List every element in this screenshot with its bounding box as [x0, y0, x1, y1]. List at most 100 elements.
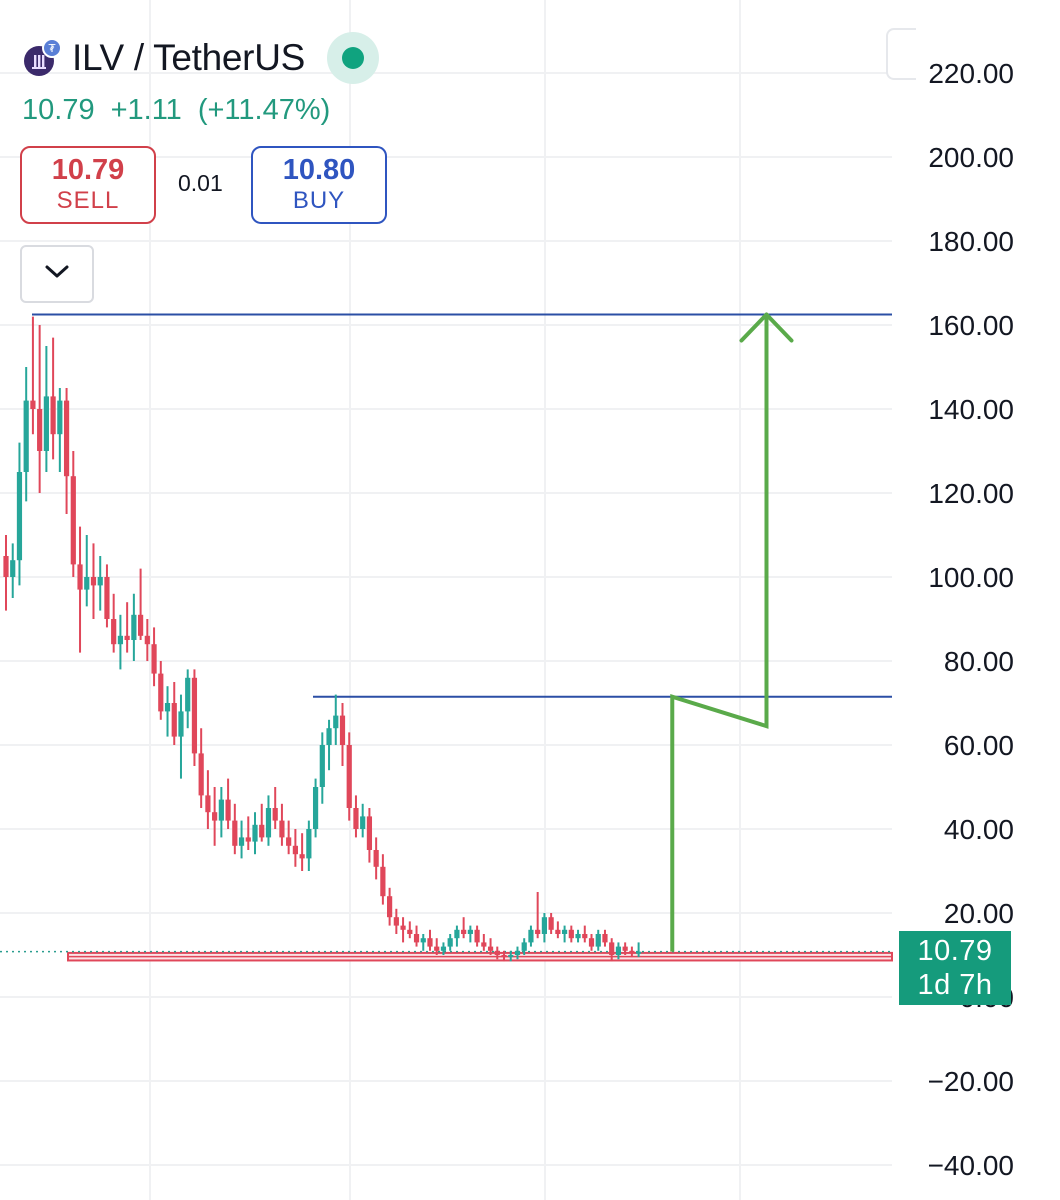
- candle-body: [158, 673, 164, 712]
- candle-body: [602, 934, 608, 943]
- candle: [252, 812, 258, 855]
- symbol-header: ₮ ILV / TetherUS: [20, 32, 379, 84]
- candle: [447, 934, 453, 951]
- candle: [50, 337, 56, 460]
- candle: [427, 929, 433, 951]
- candle-body: [339, 715, 346, 745]
- candle-body: [407, 929, 413, 934]
- candle-body: [306, 829, 312, 859]
- level-layer: [0, 313, 893, 962]
- candle-body: [37, 409, 43, 451]
- candle: [474, 925, 480, 947]
- candle: [212, 787, 218, 846]
- candle-body: [467, 929, 473, 934]
- candle: [144, 619, 150, 661]
- candle: [232, 803, 238, 855]
- candle-body: [97, 577, 103, 586]
- candle-body: [400, 925, 406, 930]
- price-axis-label: 140.00: [928, 394, 1014, 425]
- toggle-details-button[interactable]: [20, 245, 94, 303]
- price-axis-label: 180.00: [928, 226, 1014, 257]
- candle: [561, 925, 568, 943]
- candle-body: [514, 950, 521, 955]
- candle: [312, 778, 319, 838]
- candle-body: [111, 619, 117, 645]
- candle: [104, 564, 110, 628]
- projection-arrow-head: [739, 312, 794, 343]
- candle-body: [292, 845, 298, 855]
- candle: [10, 543, 16, 598]
- candle-body: [90, 577, 97, 586]
- candle: [326, 719, 332, 771]
- candle-body: [588, 938, 595, 947]
- price-axis-label: 60.00: [944, 730, 1014, 761]
- candle-body: [561, 929, 568, 934]
- candle-body: [373, 850, 379, 867]
- candle: [434, 938, 440, 955]
- candle: [602, 929, 608, 947]
- candle: [70, 451, 76, 577]
- candle: [467, 925, 473, 943]
- candle: [548, 913, 554, 934]
- candle-body: [77, 564, 83, 590]
- candle-body: [346, 745, 352, 808]
- candle: [582, 925, 588, 943]
- candle-body: [629, 950, 635, 953]
- sell-button[interactable]: 10.79 SELL: [20, 146, 156, 224]
- candle-body: [185, 677, 191, 712]
- candle-body: [286, 837, 292, 846]
- candle: [481, 934, 487, 951]
- price-axis-label: −20.00: [928, 1066, 1014, 1097]
- candle: [77, 526, 83, 653]
- candle-body: [70, 476, 76, 565]
- candle-body: [218, 799, 224, 821]
- candle: [23, 367, 29, 502]
- candle: [454, 925, 460, 947]
- candle: [440, 942, 447, 955]
- candle: [400, 917, 406, 943]
- candle: [299, 833, 305, 871]
- candle-body: [245, 837, 251, 842]
- candle-body: [440, 946, 447, 951]
- candle: [508, 950, 514, 962]
- sell-label: SELL: [56, 187, 120, 214]
- candle: [151, 627, 157, 687]
- candle-body: [326, 728, 332, 745]
- candle: [90, 543, 97, 619]
- price-axis-label: 160.00: [928, 310, 1014, 341]
- spread-value: 0.01: [178, 170, 223, 196]
- candle-body: [380, 866, 386, 897]
- candle: [360, 803, 366, 838]
- candle: [528, 925, 534, 947]
- price-axis-label: −40.00: [928, 1150, 1014, 1181]
- candle-body: [595, 934, 601, 947]
- candle: [366, 808, 373, 863]
- symbol-title[interactable]: ILV / TetherUS: [72, 37, 305, 78]
- current-price-label: 10.79: [917, 935, 993, 967]
- sell-price: 10.79: [51, 154, 125, 186]
- candle: [259, 803, 265, 842]
- candle-body: [238, 837, 245, 846]
- candle-body: [609, 942, 615, 955]
- candle-body: [63, 400, 70, 477]
- candle: [171, 682, 177, 745]
- candle-body: [575, 934, 581, 939]
- candle-body: [501, 955, 507, 958]
- candle: [3, 535, 9, 611]
- candle-body: [353, 808, 359, 829]
- projection-path: [670, 314, 769, 952]
- candle-body: [454, 929, 460, 939]
- candle: [420, 934, 426, 951]
- candle: [158, 661, 164, 720]
- candle-body: [3, 556, 9, 577]
- buy-button[interactable]: 10.80 BUY: [251, 146, 387, 224]
- candle-body: [312, 787, 319, 829]
- candle-body: [232, 820, 238, 846]
- candle: [117, 614, 124, 670]
- candle: [541, 913, 547, 943]
- chevron-down-icon: [43, 263, 71, 286]
- candle-body: [104, 577, 110, 619]
- side-panel-tab[interactable]: [886, 28, 916, 80]
- candle-body: [474, 929, 480, 943]
